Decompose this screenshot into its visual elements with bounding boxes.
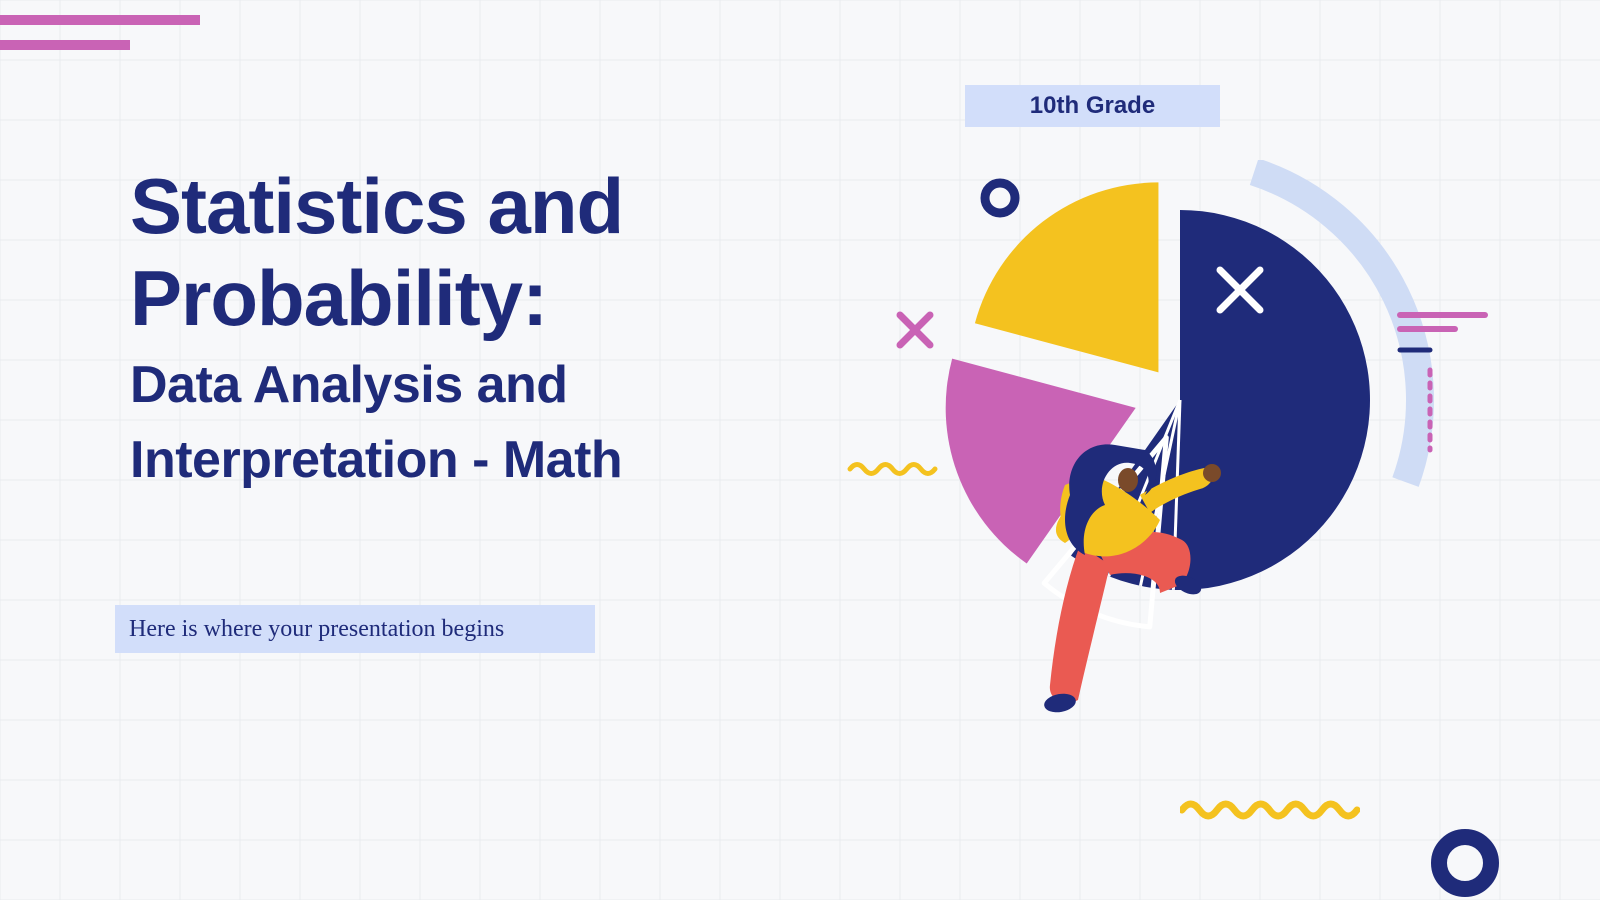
grade-badge-text: 10th Grade [1030,92,1155,120]
title-sub-line2: Interpretation - Math [130,427,750,494]
title-main-line1: Statistics and [130,160,750,252]
title-sub-line1: Data Analysis and [130,352,750,419]
grade-badge: 10th Grade [965,85,1220,127]
title-main-line2: Probability: [130,252,750,344]
accent-bars-top-left [0,15,210,70]
pie-illustration [840,160,1520,810]
slide-title: 10th Grade Statistics and Probability: D… [0,0,1600,900]
ring-icon [1430,828,1500,898]
title-block: Statistics and Probability: Data Analysi… [130,160,750,493]
squiggle-icon [1180,795,1360,825]
tagline-box: Here is where your presentation begins [115,605,595,653]
tagline-text: Here is where your presentation begins [129,616,504,643]
